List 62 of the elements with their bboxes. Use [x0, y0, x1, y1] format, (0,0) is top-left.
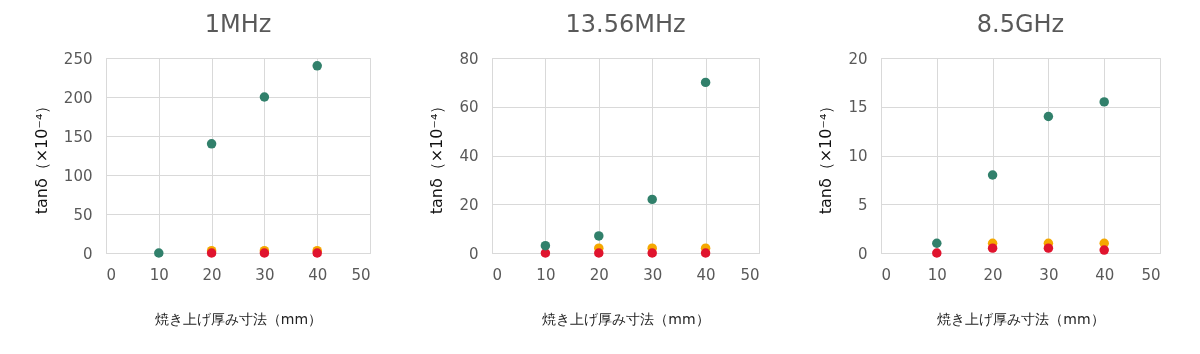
point [206, 139, 217, 149]
x-tick-label: 40 [1095, 265, 1115, 284]
point [700, 77, 711, 88]
x-tick-label: 10 [536, 265, 556, 284]
chart-title: 1MHz [204, 10, 272, 38]
x-tick-label: 0 [881, 265, 892, 284]
y-tick-label: 250 [63, 49, 93, 68]
point [932, 248, 942, 258]
x-tick-label: 20 [589, 265, 609, 284]
point [540, 240, 551, 251]
point [1099, 245, 1109, 255]
x-tick-label: 30 [643, 265, 663, 284]
y-tick-label: 0 [468, 244, 479, 263]
x-tick-label: 30 [255, 265, 275, 284]
x-tick-label: 0 [492, 265, 503, 284]
y-tick-label: 0 [857, 244, 868, 263]
point [987, 243, 998, 253]
point [594, 248, 604, 258]
point [932, 238, 942, 248]
y-tick-label: 60 [459, 98, 479, 117]
y-tick-label: 40 [459, 147, 479, 165]
point [594, 231, 604, 241]
x-tick-label: 50 [1141, 265, 1161, 284]
y-tick-label: 10 [848, 147, 868, 165]
y-tick-label: 80 [459, 49, 479, 68]
y-tick-label: 20 [848, 49, 868, 68]
y-axis-title: tanδ（×10⁻⁴） [31, 97, 51, 215]
y-tick-label: 100 [63, 166, 93, 185]
point [259, 92, 270, 102]
y-tick-label: 200 [63, 88, 93, 107]
point [1099, 97, 1109, 107]
point [312, 61, 322, 71]
point [647, 248, 657, 258]
y-tick-label: 20 [459, 195, 479, 214]
x-axis-title: 焼き上げ厚み寸法（mm） [154, 310, 323, 327]
x-tick-label: 50 [740, 265, 760, 284]
y-axis-title: tanδ（×10⁻⁴） [427, 97, 447, 215]
x-tick-label: 10 [149, 265, 169, 284]
x-tick-label: 20 [983, 265, 1003, 284]
point [1043, 111, 1054, 122]
y-tick-label: 50 [73, 205, 93, 224]
y-tick-label: 0 [82, 244, 93, 263]
point [987, 170, 998, 180]
x-tick-label: 40 [696, 265, 716, 284]
x-axis-title: 焼き上げ厚み寸法（mm） [937, 310, 1105, 327]
point [647, 194, 657, 205]
x-axis-title: 焼き上げ厚み寸法（mm） [542, 310, 710, 327]
y-tick-label: 15 [848, 98, 868, 117]
x-tick-label: 50 [351, 265, 371, 284]
chart-title: 8.5GHz [976, 10, 1065, 38]
y-tick-label: 5 [857, 195, 868, 214]
x-tick-label: 40 [308, 265, 328, 284]
point [700, 248, 711, 258]
x-tick-label: 20 [202, 265, 222, 284]
point [154, 248, 164, 258]
x-tick-label: 0 [106, 265, 117, 284]
x-tick-label: 10 [927, 265, 947, 284]
y-tick-label: 150 [63, 127, 93, 146]
point [1043, 243, 1054, 253]
x-tick-label: 30 [1039, 265, 1059, 284]
y-axis-title: tanδ（×10⁻⁴） [816, 97, 836, 215]
chart-title: 13.56MHz [565, 10, 686, 38]
